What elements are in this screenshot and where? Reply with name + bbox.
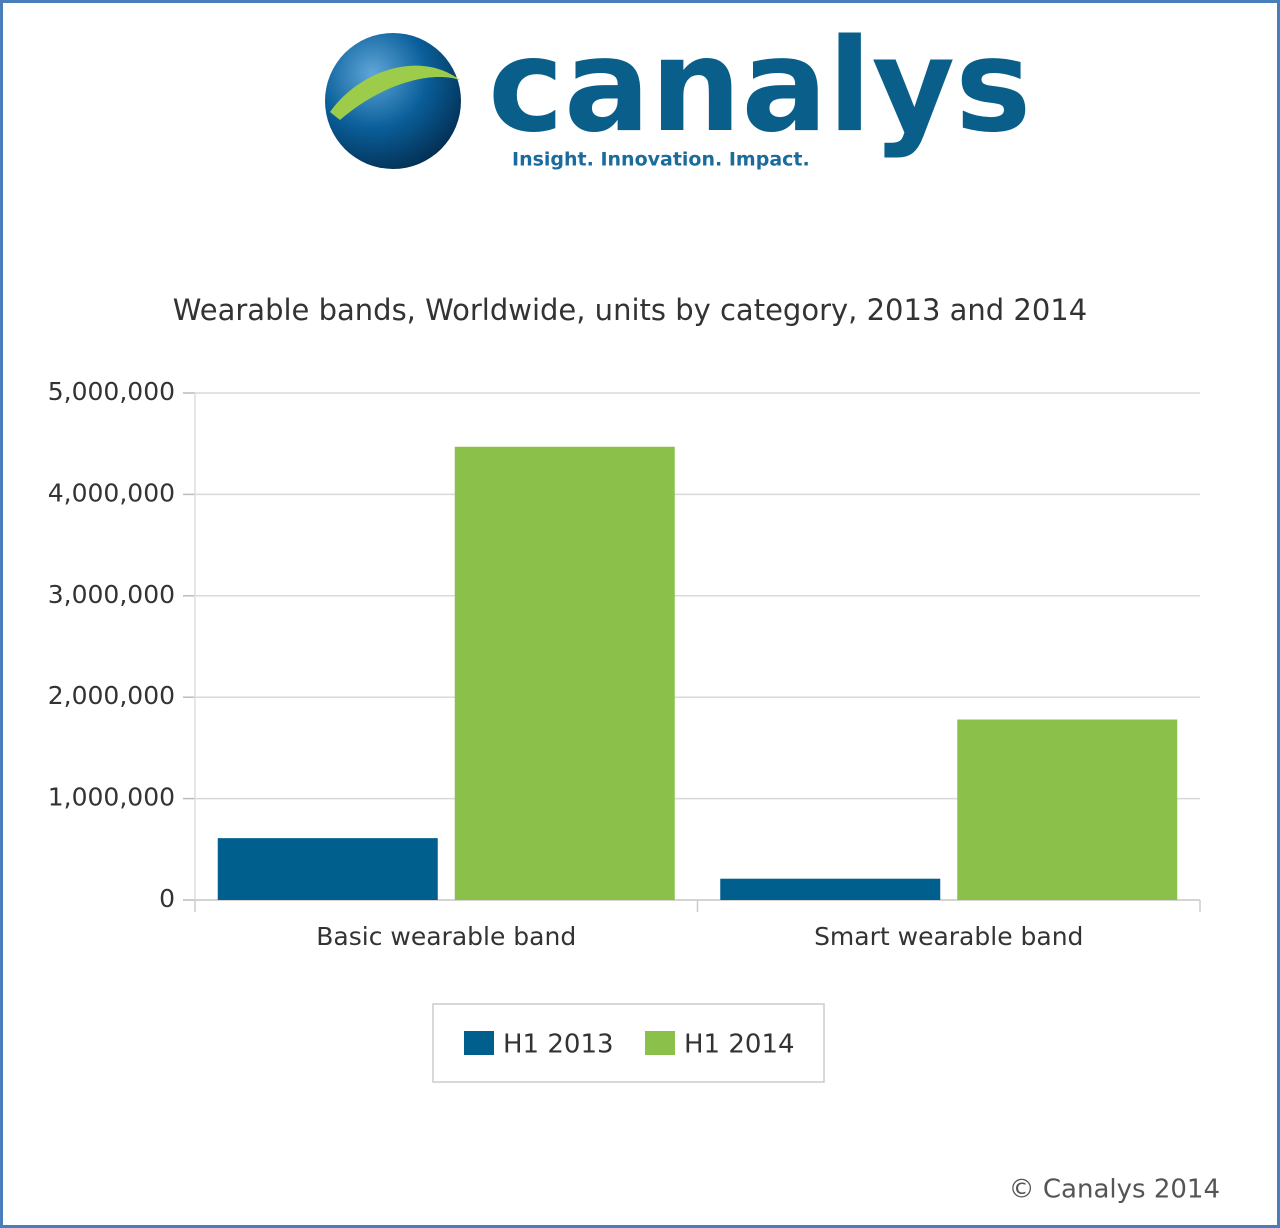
y-tick-label: 2,000,000 xyxy=(48,681,175,710)
bar xyxy=(957,719,1178,900)
legend-swatch xyxy=(643,1029,677,1057)
logo-swoosh xyxy=(330,65,460,120)
x-tick-label: Smart wearable band xyxy=(814,922,1083,951)
y-tick-label: 1,000,000 xyxy=(48,783,175,812)
chart-title: Wearable bands, Worldwide, units by cate… xyxy=(173,293,1087,327)
footer: © Canalys 2014 xyxy=(1009,1175,1220,1205)
bar xyxy=(217,838,438,900)
x-tick-label: Basic wearable band xyxy=(316,922,576,951)
bar xyxy=(454,446,675,900)
y-tick-label: 3,000,000 xyxy=(48,580,175,609)
legend xyxy=(432,1003,825,1083)
logo: canalys Insight. Innovation. Impact. xyxy=(325,12,1031,171)
y-tick-label: 4,000,000 xyxy=(48,478,175,507)
y-tick-label: 5,000,000 xyxy=(48,377,175,406)
y-tick-label: 0 xyxy=(159,884,175,913)
legend-swatch xyxy=(462,1029,496,1057)
legend-label: H1 2014 xyxy=(684,1030,795,1060)
logo-name: canalys xyxy=(488,12,1031,161)
logo-tagline: Insight. Innovation. Impact. xyxy=(512,149,810,171)
bar xyxy=(720,878,941,900)
legend-label: H1 2013 xyxy=(503,1030,614,1060)
